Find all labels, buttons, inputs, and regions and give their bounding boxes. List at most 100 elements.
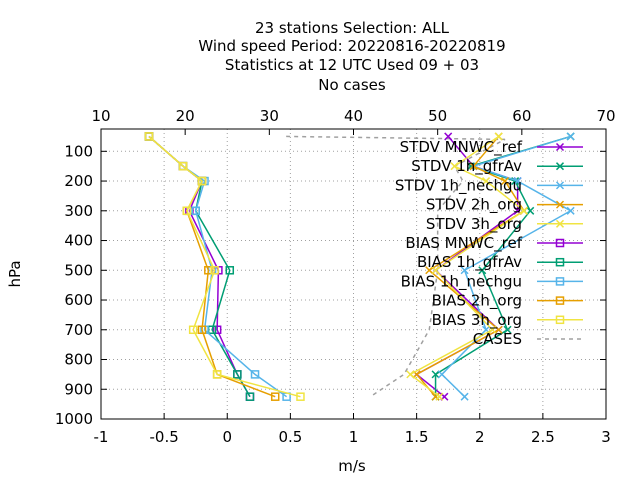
data-point bbox=[488, 325, 497, 334]
y-axis-ticks: 100 200 300 400 500 600 700 800 900 1000 bbox=[55, 142, 606, 428]
title-line: 23 stations Selection: ALL bbox=[255, 19, 450, 37]
data-point bbox=[406, 370, 415, 379]
y-tick-label: 400 bbox=[64, 232, 93, 250]
legend-label: BIAS 1h_nechgu bbox=[401, 272, 522, 291]
title-line: Statistics at 12 UTC Used 09 + 03 bbox=[225, 56, 479, 74]
data-point bbox=[182, 206, 192, 216]
x2-tick-label: 50 bbox=[428, 107, 447, 125]
series-line bbox=[148, 135, 301, 398]
data-point bbox=[431, 266, 440, 275]
data-point bbox=[444, 132, 453, 141]
x-tick-label: 3 bbox=[601, 428, 611, 446]
data-point bbox=[178, 161, 188, 171]
data-point bbox=[555, 277, 565, 286]
legend-label: CASES bbox=[473, 330, 522, 348]
plot-frame bbox=[100, 128, 607, 420]
y-tick-label: 700 bbox=[64, 321, 93, 339]
data-point bbox=[519, 206, 528, 215]
x2-tick-label: 20 bbox=[176, 107, 195, 125]
x-axis-ticks: -1 -0.5 0 0.5 1 1.5 2 2.5 3 bbox=[94, 413, 611, 446]
data-point bbox=[197, 325, 207, 335]
data-point bbox=[466, 162, 475, 171]
x-tick-label: 1 bbox=[349, 428, 359, 446]
data-point bbox=[431, 370, 440, 379]
grid bbox=[101, 129, 606, 419]
y-axis-label: hPa bbox=[6, 260, 24, 287]
legend-label: STDV 3h_org bbox=[426, 215, 522, 234]
x2-tick-label: 70 bbox=[596, 107, 615, 125]
data-point bbox=[566, 132, 575, 141]
y-tick-label: 600 bbox=[64, 291, 93, 309]
series-stdv-3h-org bbox=[406, 132, 528, 401]
y-tick-label: 200 bbox=[64, 172, 93, 190]
chart-title: 23 stations Selection: ALL Wind speed Pe… bbox=[198, 19, 505, 94]
data-point bbox=[460, 266, 469, 275]
title-line: No cases bbox=[318, 76, 386, 94]
data-point bbox=[245, 392, 255, 401]
data-point bbox=[555, 315, 565, 325]
series-line bbox=[415, 135, 525, 398]
data-point bbox=[494, 325, 503, 334]
legend-label: STDV MNWC_ref bbox=[400, 138, 523, 157]
data-point bbox=[478, 266, 487, 275]
y-tick-label: 300 bbox=[64, 202, 93, 220]
data-point bbox=[270, 392, 280, 401]
data-point bbox=[425, 266, 434, 275]
data-point bbox=[555, 200, 565, 209]
data-point bbox=[296, 392, 305, 401]
data-point bbox=[555, 219, 565, 228]
data-point bbox=[555, 142, 565, 152]
data-point bbox=[555, 296, 565, 305]
y-tick-label: 100 bbox=[64, 142, 93, 160]
data-point bbox=[212, 325, 222, 335]
data-point bbox=[503, 325, 512, 334]
legend-label: BIAS 2h_org bbox=[432, 292, 522, 311]
data-point bbox=[210, 266, 219, 275]
data-point bbox=[513, 177, 522, 186]
data-point bbox=[250, 370, 260, 379]
legend-label: BIAS MNWC_ref bbox=[405, 234, 522, 253]
data-point bbox=[460, 392, 469, 401]
y-tick-label: 900 bbox=[64, 380, 93, 398]
data-point bbox=[566, 206, 575, 215]
x-axis-label: m/s bbox=[338, 457, 366, 475]
data-point bbox=[555, 181, 565, 190]
x2-axis-ticks: 10 20 30 40 50 60 70 bbox=[91, 107, 616, 135]
data-point bbox=[555, 162, 565, 171]
data-point bbox=[144, 132, 154, 141]
x-tick-label: 2.5 bbox=[531, 428, 555, 446]
series-layer bbox=[144, 132, 575, 401]
data-point bbox=[526, 206, 535, 215]
data-point bbox=[233, 370, 242, 379]
data-point bbox=[191, 206, 200, 216]
y-tick-label: 500 bbox=[64, 261, 93, 279]
data-point bbox=[437, 370, 446, 379]
series-bias-3h-org bbox=[144, 132, 305, 401]
data-point bbox=[494, 132, 503, 141]
data-point bbox=[450, 162, 459, 171]
x-tick-label: -0.5 bbox=[149, 428, 178, 446]
data-point bbox=[469, 162, 478, 171]
data-point bbox=[500, 177, 510, 186]
x-tick-label: 2 bbox=[475, 428, 485, 446]
y-tick-label: 1000 bbox=[55, 410, 93, 428]
legend-label: STDV 1h_nechgu bbox=[395, 176, 522, 195]
legend-label: STDV 2h_org bbox=[426, 196, 522, 215]
x2-tick-label: 30 bbox=[260, 107, 279, 125]
data-point bbox=[555, 257, 565, 267]
data-point bbox=[197, 176, 207, 186]
data-point bbox=[555, 238, 565, 248]
y-tick-label: 800 bbox=[64, 351, 93, 369]
series-bias-1h-gfrav bbox=[144, 132, 255, 401]
data-point bbox=[482, 177, 491, 186]
x-tick-label: 0 bbox=[222, 428, 232, 446]
series-line bbox=[408, 135, 526, 398]
x-tick-label: 0.5 bbox=[278, 428, 302, 446]
legend-label: BIAS 3h_org bbox=[432, 311, 522, 330]
title-line: Wind speed Period: 20220816-20220819 bbox=[198, 37, 505, 55]
legend-label: STDV 1h_gfrAv bbox=[411, 157, 522, 176]
x-tick-label: -1 bbox=[94, 428, 109, 446]
data-point bbox=[435, 392, 444, 401]
